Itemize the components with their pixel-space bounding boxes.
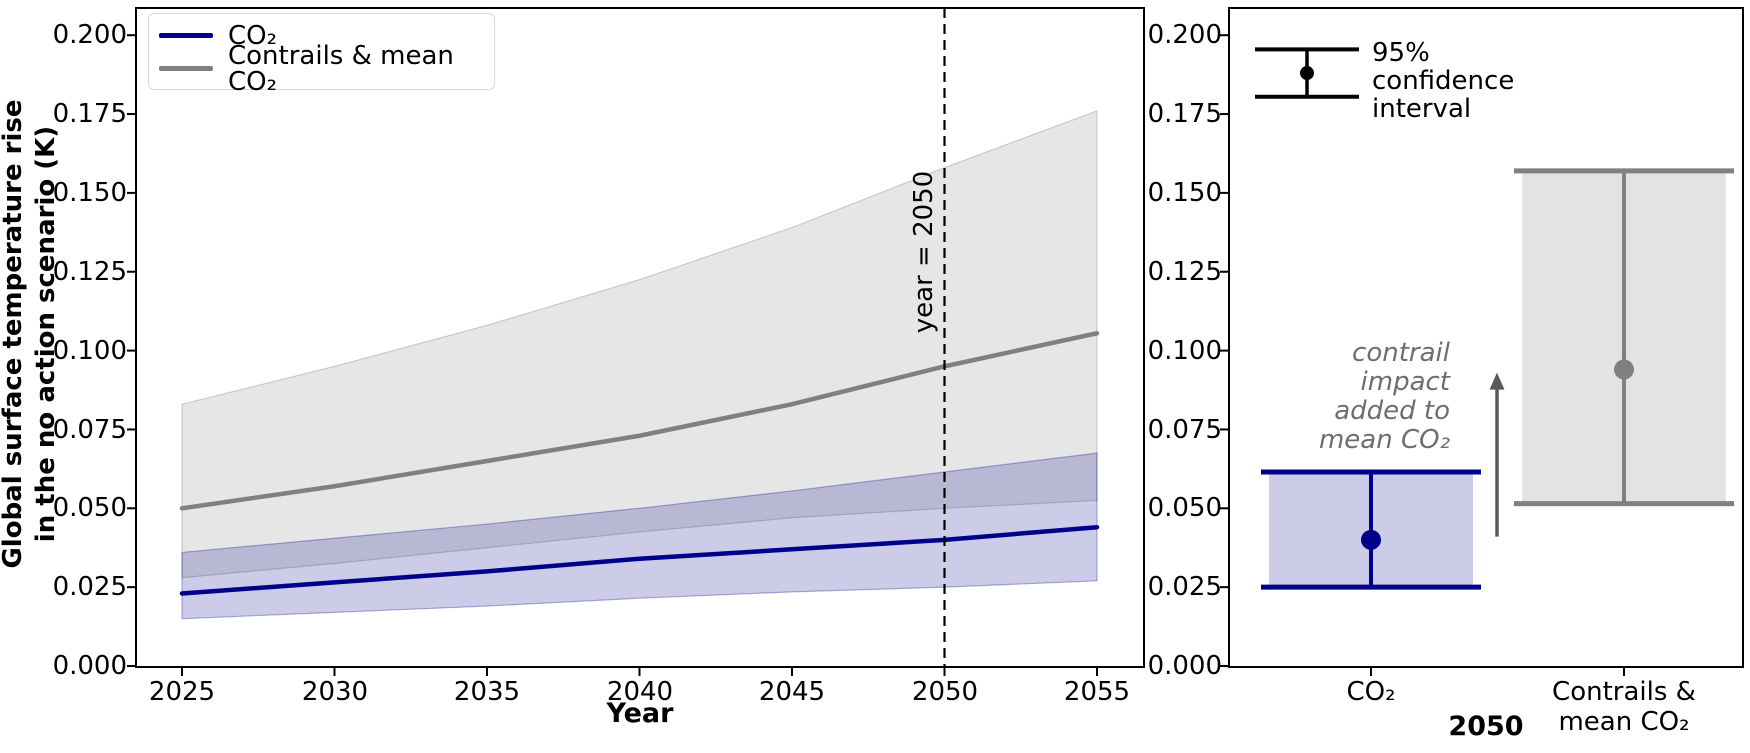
right-y-tick-label: 0.175 <box>1147 99 1222 129</box>
left-y-tick-label: 0.075 <box>52 415 127 445</box>
left-x-tick-label: 2055 <box>1063 677 1131 707</box>
annotation-line: contrail <box>1352 338 1450 368</box>
right-y-tick-label: 0.125 <box>1147 257 1222 287</box>
ci-legend-line: confidence <box>1372 66 1515 96</box>
vline-year-label: year = 2050 <box>909 170 939 334</box>
left-y-tick-label: 0.200 <box>52 20 127 50</box>
right-y-tick-label: 0.150 <box>1147 178 1222 208</box>
annotation-line: added to <box>1334 396 1450 426</box>
right-x-tick-contrails: Contrails & mean CO₂ <box>1552 677 1696 737</box>
left-y-tick-label: 0.050 <box>52 493 127 523</box>
contrail-impact-annotation: contrail impact added to mean CO₂ <box>1319 339 1450 455</box>
left-x-tick-label: 2035 <box>453 677 521 707</box>
left-x-tick-label: 2045 <box>758 677 826 707</box>
ci-legend-text: 95% confidence interval <box>1372 39 1514 123</box>
left-x-tick-label: 2040 <box>606 677 674 707</box>
right-x-tick-line: Contrails & <box>1552 677 1696 707</box>
right-y-tick-label: 0.050 <box>1147 493 1222 523</box>
left-x-tick-label: 2030 <box>301 677 369 707</box>
legend-entry-label: CO₂ <box>228 20 278 51</box>
left-y-tick-label: 0.175 <box>52 99 127 129</box>
legend: CO₂ Contrails & mean CO₂ <box>148 13 495 95</box>
right-y-tick-label: 0.200 <box>1147 20 1222 50</box>
annotation-line: impact <box>1360 367 1450 397</box>
contrails-line-swatch-icon <box>159 66 213 71</box>
ci-legend-line: 95% <box>1372 38 1430 68</box>
y-axis-title-line: Global surface temperature rise <box>0 99 28 569</box>
left-y-tick-label: 0.000 <box>52 651 127 681</box>
left-y-tick-label: 0.100 <box>52 336 127 366</box>
annotation-line: mean CO₂ <box>1318 425 1450 455</box>
legend-entry-label: Contrails & mean CO₂ <box>228 40 454 97</box>
left-y-tick-label: 0.150 <box>52 178 127 208</box>
co2-line-swatch-icon <box>159 33 213 38</box>
right-x-axis-title: 2050 <box>1448 711 1524 742</box>
y-axis-title-line: in the no action scenario (K) <box>31 125 61 543</box>
legend-entry-co2: CO₂ <box>159 19 494 52</box>
right-x-tick-co2: CO₂ <box>1346 677 1396 707</box>
left-y-axis-title: Global surface temperature rise in the n… <box>0 99 63 568</box>
left-x-tick-label: 2025 <box>148 677 216 707</box>
left-x-tick-label: 2050 <box>911 677 979 707</box>
ci-legend-line: interval <box>1372 94 1472 124</box>
right-y-tick-label: 0.000 <box>1147 651 1222 681</box>
right-y-tick-label: 0.075 <box>1147 415 1222 445</box>
legend-entry-contrails: Contrails & mean CO₂ <box>159 43 494 95</box>
right-x-tick-line: mean CO₂ <box>1558 707 1690 737</box>
right-y-tick-label: 0.100 <box>1147 336 1222 366</box>
left-y-tick-label: 0.025 <box>52 572 127 602</box>
left-y-tick-label: 0.125 <box>52 257 127 287</box>
left-x-axis-title: Year <box>606 698 674 729</box>
right-y-tick-label: 0.025 <box>1147 572 1222 602</box>
